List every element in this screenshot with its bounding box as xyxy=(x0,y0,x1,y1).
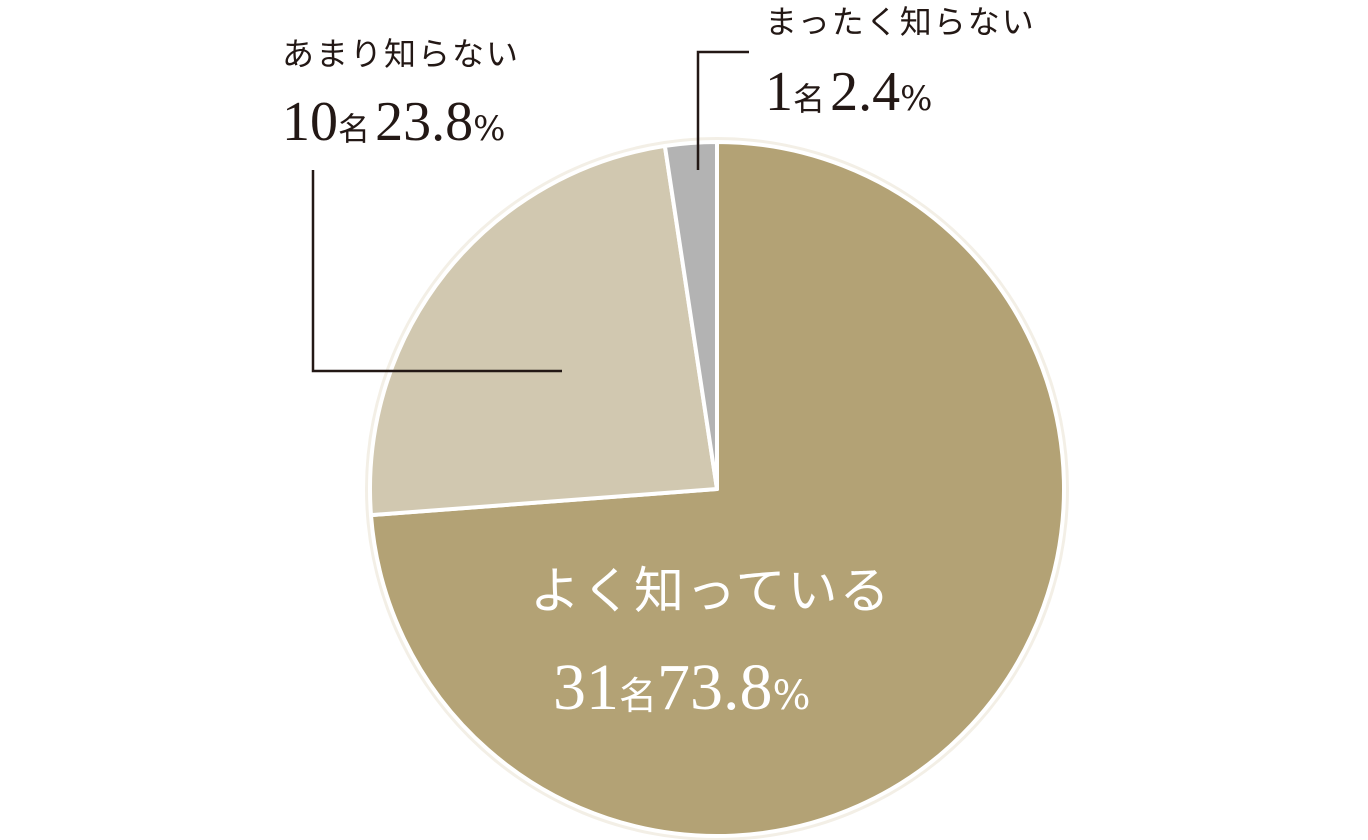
slice-2-count: 10 xyxy=(282,91,338,153)
label-slice-1-value: 31名73.8% xyxy=(553,655,811,721)
slice-2-percent: 23.8 xyxy=(375,91,474,153)
slice-1-percent-sign: % xyxy=(772,673,811,719)
slice-3-percent: 2.4 xyxy=(830,61,901,123)
slice-1-count: 31 xyxy=(553,651,619,724)
slice-3-percent-sign: % xyxy=(900,79,933,119)
slice-1-unit: 名 xyxy=(619,674,658,718)
slice-3-count: 1 xyxy=(765,61,793,123)
label-slice-2-value: 10名 23.8% xyxy=(282,94,505,150)
pie-slice-3 xyxy=(662,140,719,491)
label-slice-1-name: よく知っている xyxy=(530,562,892,620)
leader-line-slice-3 xyxy=(696,50,749,170)
slice-1-percent: 73.8 xyxy=(657,651,773,724)
slice-2-unit: 名 xyxy=(338,110,371,148)
leader-line-slice-2 xyxy=(311,170,562,373)
label-slice-3-name: まったく知らない xyxy=(765,3,1036,41)
label-slice-3-value: 1名 2.4% xyxy=(765,64,932,120)
label-slice-2-name: あまり知らない xyxy=(282,35,521,73)
slice-2-percent-sign: % xyxy=(473,109,506,149)
slice-3-unit: 名 xyxy=(793,80,826,118)
pie-slice-2 xyxy=(368,143,719,518)
